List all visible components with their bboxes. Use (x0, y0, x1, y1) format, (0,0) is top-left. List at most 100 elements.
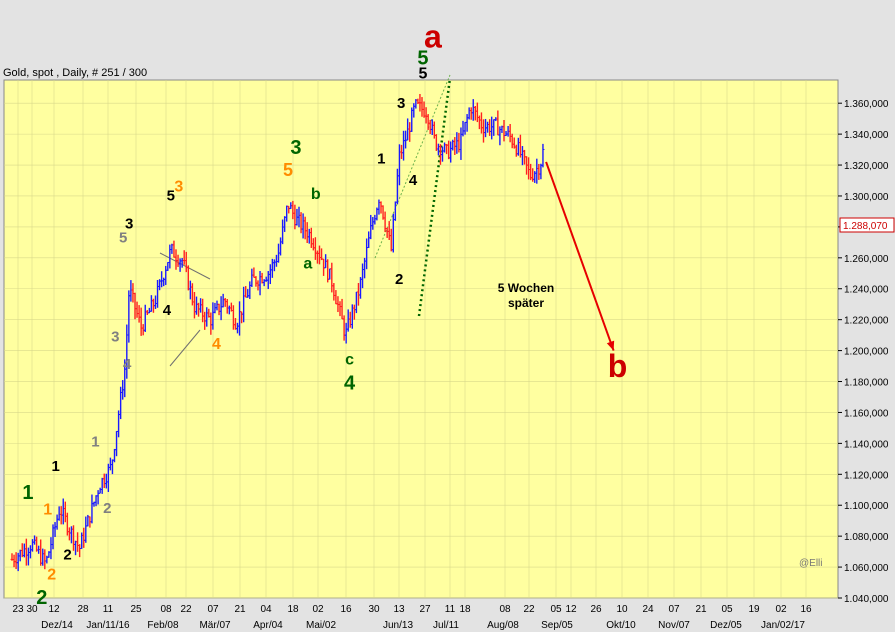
last-price-label: 1.288,070 (843, 221, 888, 232)
y-axis: 1.040,000 1.060,000 1.080,000 1.100,000 1.12… (838, 99, 889, 605)
wave-label: 2 (63, 546, 71, 563)
x-month-label: Apr/04 (253, 620, 283, 631)
price-bars (10, 94, 545, 572)
x-day-label: 12 (565, 604, 577, 615)
forecast-arrow-head (606, 340, 615, 351)
x-day-label: 13 (393, 604, 405, 615)
wave-label: 2 (36, 587, 47, 609)
x-day-label: 12 (48, 604, 60, 615)
x-month-label: Feb/08 (147, 620, 179, 631)
x-day-label: 21 (695, 604, 707, 615)
trend-line-green-dotted (417, 77, 452, 317)
x-day-label: 07 (668, 604, 680, 615)
x-day-label: 05 (721, 604, 733, 615)
plot-area (3, 79, 839, 599)
wave-label: 3 (174, 178, 183, 195)
y-tick-label: 1.160,000 (844, 408, 889, 419)
x-day-label: 02 (775, 604, 787, 615)
trend-line-gray (159, 252, 211, 280)
y-tick-label: 1.100,000 (844, 501, 889, 512)
wave-label: 3 (290, 137, 301, 159)
x-day-label: 19 (748, 604, 760, 615)
x-day-label: 04 (260, 604, 272, 615)
x-day-label: 10 (616, 604, 628, 615)
wave-label: 2 (395, 271, 403, 288)
x-month-label: Okt/10 (606, 620, 636, 631)
y-tick-label: 1.120,000 (844, 470, 889, 481)
wave-label: 4 (123, 356, 132, 373)
x-day-label: 11 (103, 604, 114, 615)
trend-line-gray (169, 329, 201, 367)
x-day-label: 27 (419, 604, 431, 615)
x-day-label: 18 (287, 604, 299, 615)
x-day-label: 16 (800, 604, 812, 615)
x-month-label: Dez/05 (710, 620, 742, 631)
x-day-label: 24 (642, 604, 654, 615)
wave-label: 1 (377, 150, 385, 167)
forecast-arrow-line (545, 161, 615, 351)
x-day-label: 22 (523, 604, 535, 615)
wave-label: 4 (344, 372, 356, 394)
wave-label: c (345, 352, 354, 369)
y-tick-label: 1.200,000 (844, 347, 889, 358)
y-tick-label: 1.220,000 (844, 316, 889, 327)
x-month-label: Jan/02/17 (761, 620, 805, 631)
wave-label: 2 (103, 500, 111, 517)
x-month-label: Jun/13 (383, 620, 413, 631)
y-tick-label: 1.320,000 (844, 161, 889, 172)
x-day-label: 21 (234, 604, 246, 615)
wave-label: 4 (163, 302, 172, 319)
x-day-label: 30 (26, 604, 38, 615)
x-month-label: Dez/14 (41, 620, 73, 631)
wave-label: 1 (52, 458, 60, 475)
x-axis: 23 30 12 28 11 25 08 22 07 21 04 18 02 16 30 13 27 11 18 08… (12, 604, 812, 631)
wave-label: b (311, 186, 321, 203)
wave-label: 4 (409, 172, 418, 189)
y-tick-label: 1.060,000 (844, 563, 889, 574)
y-tick-label: 1.140,000 (844, 439, 889, 450)
chart-title: Gold, spot , Daily, # 251 / 300 (3, 67, 148, 79)
wave-label: 5 (167, 188, 175, 205)
x-month-label: Mär/07 (199, 620, 231, 631)
wave-label: a (303, 256, 312, 273)
x-month-label: Sep/05 (541, 620, 573, 631)
y-tick-label: 1.180,000 (844, 378, 889, 389)
wave-label: 3 (111, 328, 119, 345)
y-tick-label: 1.340,000 (844, 130, 889, 141)
wave-label: 4 (212, 336, 221, 353)
x-month-label: Jan/11/16 (86, 620, 130, 631)
x-day-label: 07 (207, 604, 219, 615)
last-price-box (839, 217, 895, 233)
wave-label: 5 (119, 229, 127, 246)
trend-lines (159, 74, 452, 367)
wave-label: 3 (125, 215, 133, 232)
y-tick-label: 1.300,000 (844, 192, 889, 203)
x-month-label: Aug/08 (487, 620, 519, 631)
wave-label: b (608, 348, 628, 384)
trend-line-green-dashed (374, 74, 451, 259)
wave-label: 3 (397, 95, 405, 112)
x-day-label: 02 (312, 604, 324, 615)
wave-label: 1 (43, 502, 52, 519)
wave-label: 5 (283, 160, 293, 180)
annotation-line-2: später (508, 296, 544, 310)
y-tick-label: 1.360,000 (844, 99, 889, 110)
wave-label: a (424, 19, 442, 55)
x-day-label: 08 (160, 604, 172, 615)
x-day-label: 05 (550, 604, 562, 615)
x-month-label: Nov/07 (658, 620, 690, 631)
x-day-label: 30 (368, 604, 380, 615)
x-day-label: 11 (445, 604, 456, 615)
wave-label: 5 (417, 48, 428, 70)
y-tick-label: 1.080,000 (844, 532, 889, 543)
x-month-label: Jul/11 (433, 620, 459, 631)
x-day-label: 16 (340, 604, 352, 615)
wave-label: 1 (22, 482, 33, 504)
y-tick-label: 1.040,000 (844, 594, 889, 605)
watermark: @Elli (799, 558, 823, 569)
x-day-label: 08 (499, 604, 511, 615)
x-month-label: Mai/02 (306, 620, 336, 631)
x-day-label: 23 (12, 604, 24, 615)
